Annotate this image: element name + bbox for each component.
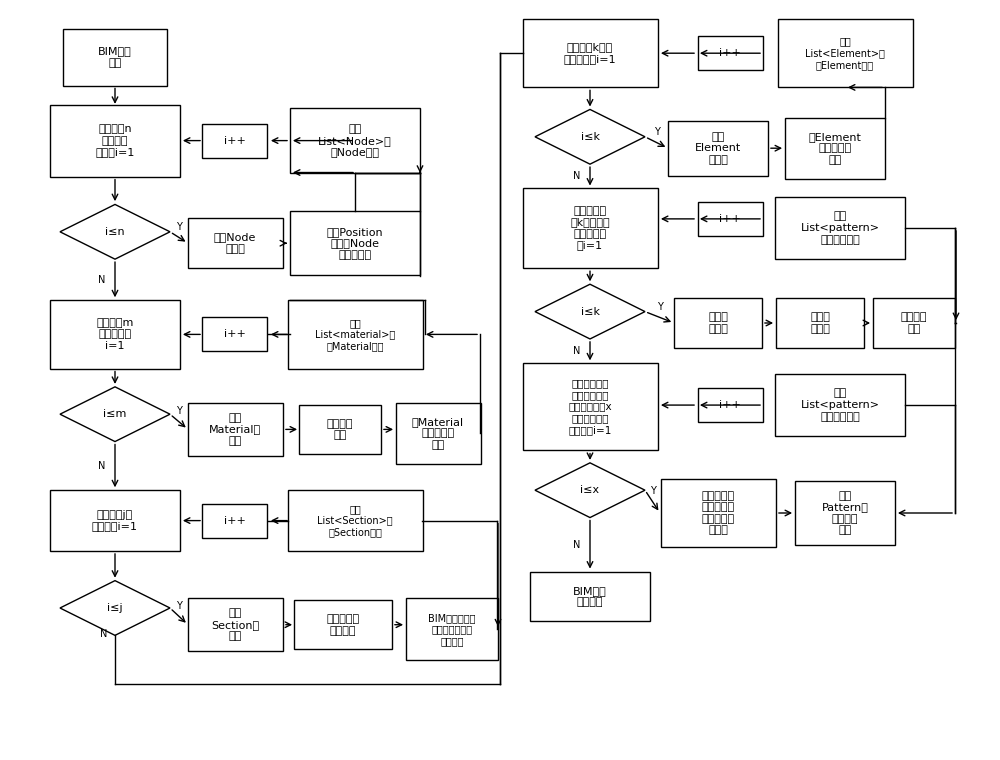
FancyBboxPatch shape <box>785 118 885 179</box>
Text: Y: Y <box>176 406 182 416</box>
Text: 提取所有n
个分析节
点，设i=1: 提取所有n 个分析节 点，设i=1 <box>95 124 135 157</box>
Text: 获取材料
信息: 获取材料 信息 <box>327 419 353 440</box>
Text: Y: Y <box>650 486 655 496</box>
FancyBboxPatch shape <box>188 218 283 268</box>
FancyBboxPatch shape <box>660 479 776 547</box>
Polygon shape <box>60 387 170 442</box>
FancyBboxPatch shape <box>50 490 180 551</box>
Text: i≤j: i≤j <box>107 603 123 613</box>
Polygon shape <box>60 204 170 259</box>
FancyBboxPatch shape <box>406 598 498 660</box>
Text: 提取所有m
种材料，设
i=1: 提取所有m 种材料，设 i=1 <box>96 318 134 351</box>
Text: 生成
Material类
对象: 生成 Material类 对象 <box>209 413 261 446</box>
Text: N: N <box>100 629 107 639</box>
Text: 创建
List<pattern>
存储重力荷载: 创建 List<pattern> 存储重力荷载 <box>800 211 880 245</box>
Polygon shape <box>535 463 645 518</box>
FancyBboxPatch shape <box>698 388 763 423</box>
FancyBboxPatch shape <box>795 481 895 546</box>
Polygon shape <box>535 109 645 164</box>
Text: Y: Y <box>657 302 662 312</box>
FancyBboxPatch shape <box>202 317 267 351</box>
Text: i++: i++ <box>719 400 741 410</box>
Text: i++: i++ <box>719 214 741 224</box>
Text: 创建
List<Element>储
存Element对象: 创建 List<Element>储 存Element对象 <box>805 36 885 70</box>
FancyBboxPatch shape <box>288 490 422 551</box>
Text: i++: i++ <box>224 329 246 340</box>
Text: 提取单
元容重: 提取单 元容重 <box>810 312 830 334</box>
Text: 计算重力
荷载: 计算重力 荷载 <box>901 312 927 334</box>
Text: 提取单
元体积: 提取单 元体积 <box>708 312 728 334</box>
FancyBboxPatch shape <box>522 19 658 87</box>
FancyBboxPatch shape <box>775 197 905 259</box>
Text: N: N <box>98 461 105 471</box>
Text: 生成混凝土
纤维截面: 生成混凝土 纤维截面 <box>326 614 360 635</box>
Text: 创建
List<pattern>
存储荷载工况: 创建 List<pattern> 存储荷载工况 <box>800 388 880 422</box>
Text: i≤m: i≤m <box>103 409 127 420</box>
Text: 生成Node
类对象: 生成Node 类对象 <box>214 233 256 254</box>
FancyBboxPatch shape <box>290 211 420 275</box>
Text: 创建
List<Section>储
存Section对象: 创建 List<Section>储 存Section对象 <box>317 504 393 537</box>
Text: N: N <box>98 274 105 285</box>
FancyBboxPatch shape <box>674 299 762 348</box>
Text: N: N <box>573 171 580 182</box>
FancyBboxPatch shape <box>776 299 864 348</box>
FancyBboxPatch shape <box>50 105 180 177</box>
Polygon shape <box>60 581 170 635</box>
Text: i≤n: i≤n <box>105 226 125 237</box>
Text: i≤x: i≤x <box>580 485 600 496</box>
Text: 生成
Element
类对象: 生成 Element 类对象 <box>695 131 741 165</box>
Text: 创建
Pattern对
象存储线
荷载: 创建 Pattern对 象存储线 荷载 <box>822 491 868 535</box>
FancyBboxPatch shape <box>290 109 420 173</box>
Text: BIM模型中直接
获取钢筋并生成
钢筋纤维: BIM模型中直接 获取钢筋并生成 钢筋纤维 <box>428 613 476 646</box>
Text: BIM结构
模型: BIM结构 模型 <box>98 46 132 68</box>
FancyBboxPatch shape <box>294 600 392 649</box>
FancyBboxPatch shape <box>522 188 658 268</box>
FancyBboxPatch shape <box>188 598 283 651</box>
FancyBboxPatch shape <box>202 504 267 538</box>
Text: i++: i++ <box>719 48 741 59</box>
FancyBboxPatch shape <box>188 403 283 456</box>
Text: i++: i++ <box>224 135 246 146</box>
FancyBboxPatch shape <box>522 363 658 450</box>
FancyBboxPatch shape <box>668 121 768 176</box>
Text: 提取所有k个梁
柱单元，设i=1: 提取所有k个梁 柱单元，设i=1 <box>564 43 616 64</box>
FancyBboxPatch shape <box>873 299 955 348</box>
Text: Y: Y <box>654 127 659 137</box>
Text: 生成
Section类
对象: 生成 Section类 对象 <box>211 608 259 641</box>
FancyBboxPatch shape <box>698 36 763 70</box>
FancyBboxPatch shape <box>299 405 381 454</box>
FancyBboxPatch shape <box>775 374 905 436</box>
Text: 为Material
对象的属性
赋值: 为Material 对象的属性 赋值 <box>412 416 464 450</box>
FancyBboxPatch shape <box>288 300 422 369</box>
Text: 创建
List<material>储
存Material对象: 创建 List<material>储 存Material对象 <box>315 318 395 351</box>
FancyBboxPatch shape <box>530 572 650 622</box>
Text: 根据前端输入
的恒荷载与活
荷载计算所有x
个梁单元的线
荷载，设i=1: 根据前端输入 的恒荷载与活 荷载计算所有x 个梁单元的线 荷载，设i=1 <box>568 378 612 435</box>
Text: 将楼板上的
均布荷载转
化为梁上的
线荷载: 将楼板上的 均布荷载转 化为梁上的 线荷载 <box>701 491 735 535</box>
Text: 创建
List<Node>储
存Node对象: 创建 List<Node>储 存Node对象 <box>318 124 392 157</box>
Text: 自动计算所
有k个单元的
重力荷载，
设i=1: 自动计算所 有k个单元的 重力荷载， 设i=1 <box>570 206 610 250</box>
Text: i≤k: i≤k <box>580 131 600 142</box>
Text: i++: i++ <box>224 515 246 526</box>
Text: N: N <box>573 346 580 356</box>
FancyBboxPatch shape <box>50 300 180 369</box>
FancyBboxPatch shape <box>62 28 167 86</box>
Text: 为Element
对象的属性
赋值: 为Element 对象的属性 赋值 <box>809 131 861 165</box>
FancyBboxPatch shape <box>396 403 481 464</box>
Polygon shape <box>535 284 645 339</box>
Text: BIM数据
提取完成: BIM数据 提取完成 <box>573 586 607 607</box>
Text: 调用Position
属性为Node
类坐标赋值: 调用Position 属性为Node 类坐标赋值 <box>327 226 383 260</box>
Text: i≤k: i≤k <box>580 306 600 317</box>
Text: 提取所有j种
截面，设i=1: 提取所有j种 截面，设i=1 <box>92 510 138 531</box>
FancyBboxPatch shape <box>202 123 267 158</box>
Text: Y: Y <box>176 600 182 611</box>
FancyBboxPatch shape <box>698 201 763 236</box>
FancyBboxPatch shape <box>778 19 912 87</box>
Text: Y: Y <box>176 222 182 232</box>
Text: N: N <box>573 540 580 549</box>
